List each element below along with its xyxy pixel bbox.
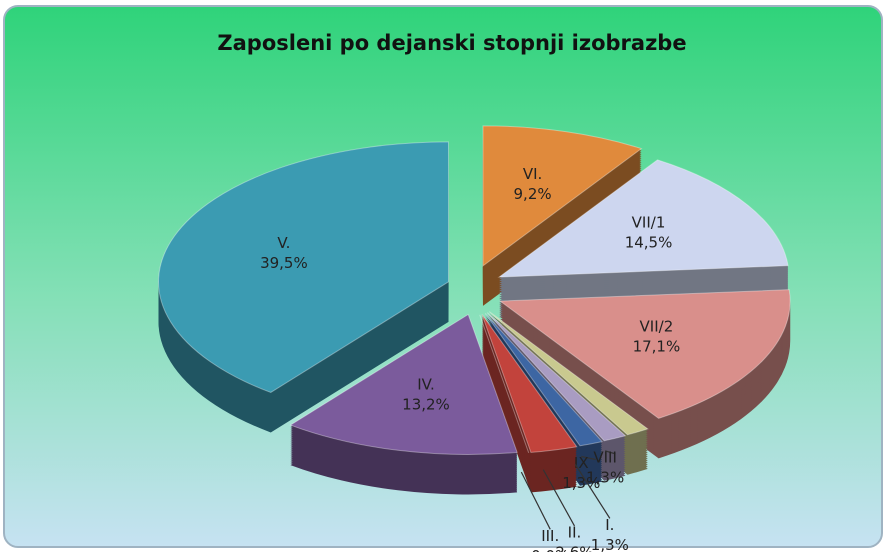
slice-label: VII/2	[640, 318, 674, 336]
slice-label: IX	[574, 454, 589, 472]
value-label: 1,3%	[591, 536, 629, 552]
slice	[486, 312, 627, 442]
value-label: 17,1%	[633, 338, 681, 356]
leader-line	[520, 471, 551, 530]
slice-label: IV.	[417, 375, 435, 393]
leader-line	[581, 455, 596, 461]
value-label: 9,2%	[514, 185, 552, 203]
value-label: 0,0%	[531, 547, 569, 552]
value-label: 39,5%	[260, 254, 308, 272]
leader-line	[604, 450, 616, 455]
slice	[479, 314, 530, 453]
slice-label: V.	[277, 234, 290, 252]
value-label: 13,2%	[402, 395, 450, 413]
value-label: 14,5%	[625, 234, 673, 252]
value-label: 1,3%	[562, 474, 600, 492]
slice	[488, 311, 649, 436]
value-label: 1,3%	[586, 468, 624, 486]
slice-label: VIII	[593, 448, 617, 466]
chart-title: Zaposleni po dejanski stopnji izobrazbe	[217, 31, 686, 55]
slice	[484, 313, 604, 447]
slice	[158, 141, 450, 394]
slice-label: VI.	[523, 165, 542, 183]
leader-line	[574, 463, 611, 519]
slice	[498, 289, 791, 419]
slice	[481, 314, 578, 453]
slice	[289, 313, 518, 455]
slice-label: VII/1	[632, 214, 666, 232]
value-label: 2,6%	[555, 543, 593, 552]
slice-label: II.	[568, 523, 582, 541]
slice-label: III.	[541, 527, 559, 545]
slice	[497, 159, 789, 278]
leader-line	[542, 469, 576, 527]
slice-label: I.	[605, 516, 614, 534]
slice	[482, 125, 643, 267]
